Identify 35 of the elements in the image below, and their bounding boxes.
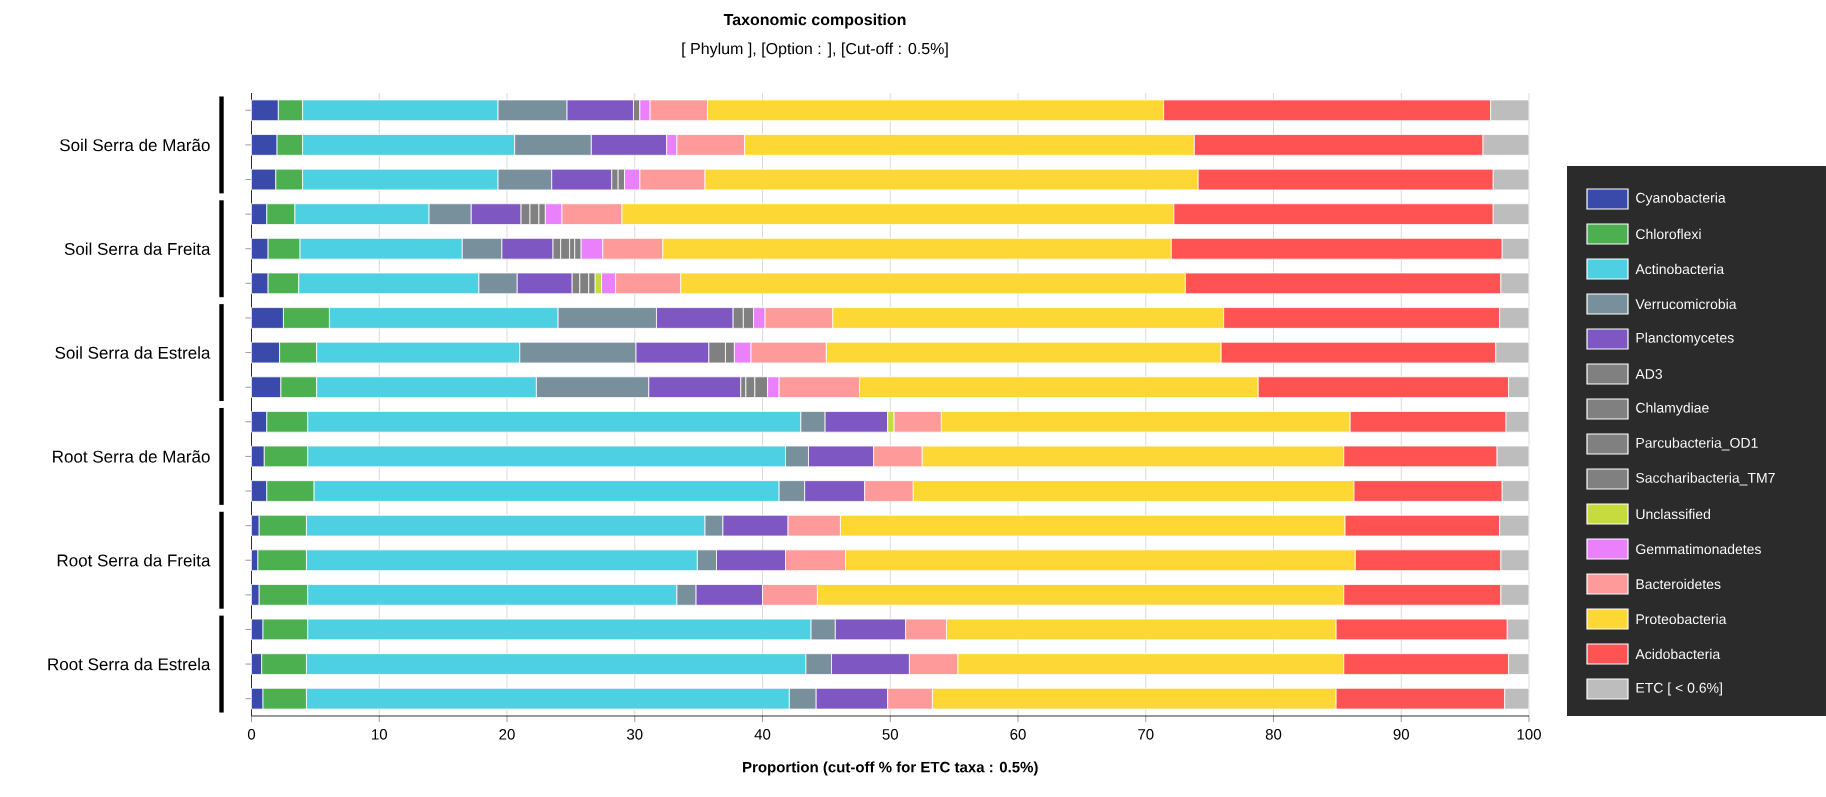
legend-label: Bacteroidetes [1636, 578, 1721, 590]
legend-label: Gemmatimonadetes [1636, 543, 1761, 555]
chart-title: Taxonomic composition [723, 13, 906, 29]
x-tick-label: 50 [882, 729, 898, 740]
y-tick-label: Soil Serra da Estrela [55, 346, 211, 359]
x-tick-label: 70 [1138, 729, 1154, 740]
legend-label: Verrucomicrobia [1635, 298, 1737, 310]
legend-label: Acidobacteria [1635, 648, 1721, 660]
y-tick-label: Root Serra da Freita [57, 554, 211, 567]
x-tick-label: 100 [1517, 729, 1541, 740]
legend-label: Saccharibacteria_TM7 [1636, 472, 1775, 486]
legend-label: Actinobacteria [1635, 263, 1725, 275]
y-tick-label: Soil Serra da Freita [64, 242, 211, 255]
legend-label: Unclassified [1636, 508, 1710, 520]
legend-label: Chloroflexi [1636, 228, 1701, 240]
x-tick-label: 10 [372, 729, 388, 740]
legend-label: Planctomycetes [1636, 332, 1734, 346]
x-tick-label: 90 [1393, 729, 1409, 740]
y-tick-label: Root Serra da Estrela [48, 657, 211, 671]
x-tick-label: 30 [626, 729, 643, 740]
y-tick-label: Soil Serra de Marão [60, 138, 210, 152]
legend-label: ETC [ < 0.6%] [1636, 682, 1722, 696]
legend-label: Chlamydiae [1636, 402, 1709, 416]
legend-label: AD3 [1635, 369, 1663, 379]
legend-label: Cyanobacteria [1636, 192, 1726, 206]
x-tick-label: 20 [499, 729, 515, 740]
legend-label: Proteobacteria [1636, 613, 1727, 625]
x-tick-label: 80 [1265, 729, 1282, 740]
legend-label: Parcubacteria_OD1 [1636, 437, 1758, 451]
x-tick-label: 40 [754, 729, 771, 740]
x-tick-label: 0 [247, 729, 256, 740]
x-axis-title: Proportion (cut-off % for ETC taxa : 0.5%) [743, 761, 1038, 776]
x-tick-label: 60 [1010, 729, 1026, 740]
y-tick-label: Root Serra de Marão [53, 450, 210, 463]
chart-subtitle: [ Phylum ], [Option : ], [Cut-off : 0.5%] [682, 42, 948, 58]
